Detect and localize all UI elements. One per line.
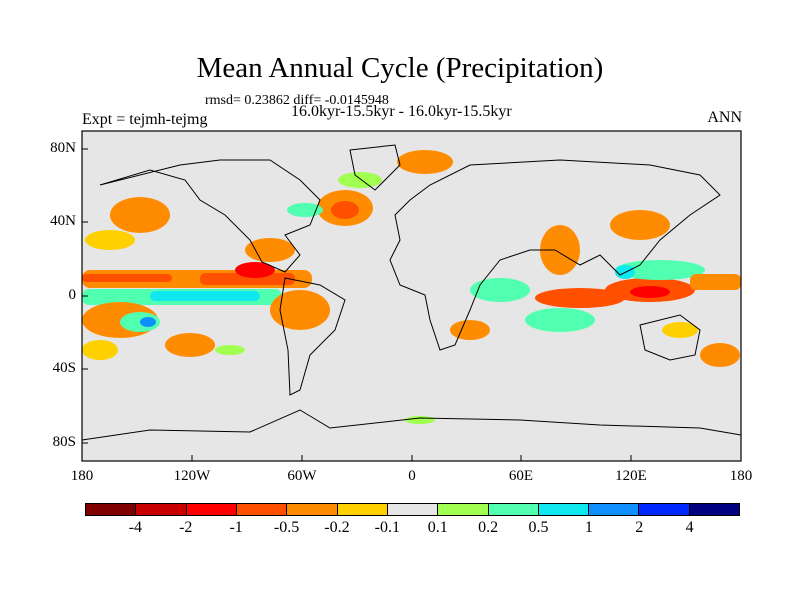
- lat-label: 80N: [50, 140, 76, 156]
- greenland-outline: [349, 144, 401, 191]
- lat-label: 80S: [52, 434, 76, 450]
- season-label: ANN: [707, 109, 742, 126]
- colorbar-box: [488, 504, 539, 515]
- antarctica-outline: [81, 409, 742, 441]
- period-label: 16.0kyr-15.5kyr - 16.0kyr-15.5kyr: [291, 103, 512, 120]
- lon-label: 60E: [508, 468, 534, 484]
- colorbar-label: -1: [229, 519, 243, 536]
- colorbar-box: [689, 504, 740, 515]
- experiment-label: Expt = tejmh-tejmg: [82, 111, 208, 128]
- colorbar: [85, 503, 740, 516]
- colorbar-label: -2: [179, 519, 193, 536]
- eurasia-africa-outline: [389, 159, 721, 351]
- south-america-outline: [279, 277, 346, 396]
- colorbar-label: 0.1: [427, 519, 448, 536]
- coastlines: [81, 144, 742, 441]
- colorbar-label: -0.5: [273, 519, 300, 536]
- stats-text: rmsd= 0.23862 diff= -0.0145948: [205, 93, 389, 108]
- colorbar-box: [387, 504, 439, 515]
- lat-label: 0: [68, 287, 77, 303]
- lon-label: 0: [408, 468, 416, 484]
- lon-label: 120E: [615, 468, 647, 484]
- lat-label: 40S: [52, 360, 76, 376]
- lon-label: 180: [70, 468, 94, 484]
- colorbar-box: [186, 504, 237, 515]
- lat-label: 40N: [50, 213, 76, 229]
- north-america-outline: [99, 159, 321, 273]
- colorbar-box: [287, 504, 338, 515]
- colorbar-box: [337, 504, 388, 515]
- colorbar-box: [86, 504, 137, 515]
- colorbar-label: 0.5: [528, 519, 549, 536]
- colorbar-label: 1: [584, 519, 593, 536]
- colorbar-label: 4: [685, 519, 694, 536]
- plot-title: Mean Annual Cycle (Precipitation): [196, 52, 604, 84]
- colorbar-box: [639, 504, 690, 515]
- colorbar-label: -0.2: [324, 519, 350, 536]
- australia-outline: [639, 314, 701, 361]
- colorbar-label: -0.1: [374, 519, 400, 536]
- colorbar-label: 0.2: [478, 519, 499, 536]
- lon-label: 180: [729, 468, 753, 484]
- colorbar-box: [538, 504, 590, 515]
- lon-label: 60W: [287, 468, 317, 484]
- colorbar-label: 2: [635, 519, 644, 536]
- colorbar-box: [438, 504, 489, 515]
- colorbar-box: [236, 504, 288, 515]
- colorbar-box: [589, 504, 640, 515]
- colorbar-label: -4: [128, 519, 143, 536]
- lon-label: 120W: [173, 468, 211, 484]
- ticks: [82, 148, 632, 461]
- colorbar-box: [136, 504, 187, 515]
- anomaly-fields: [82, 150, 741, 424]
